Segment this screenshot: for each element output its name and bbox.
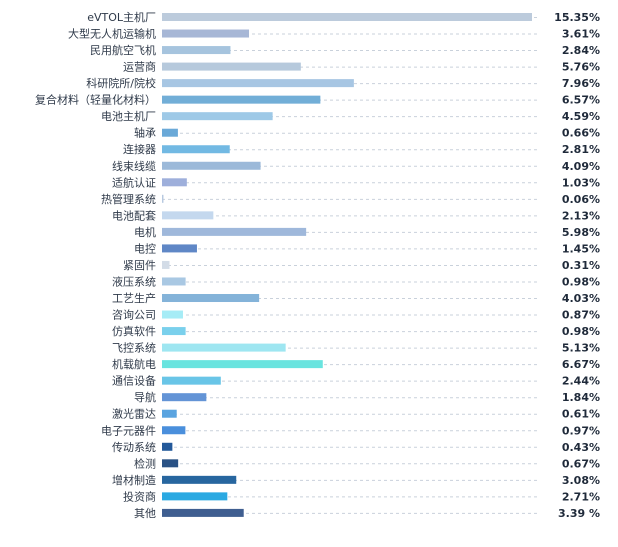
- value-label: 3.39 %: [558, 507, 600, 520]
- value-label: 2.13%: [562, 209, 600, 222]
- bar: [162, 409, 177, 418]
- category-label: 飞控系统: [112, 341, 156, 355]
- value-label: 0.87%: [562, 309, 600, 322]
- category-label: 电子元器件: [101, 424, 156, 437]
- bar: [162, 194, 164, 203]
- value-label: 1.84%: [562, 391, 600, 404]
- category-label: 复合材料（轻量化材料）: [35, 93, 156, 107]
- value-label: 15.35%: [554, 11, 600, 24]
- category-label: 大型无人机运输机: [68, 27, 156, 41]
- bar: [162, 178, 187, 187]
- category-label: 其他: [134, 507, 156, 520]
- value-label: 0.66%: [562, 127, 600, 140]
- value-label: 4.59%: [562, 110, 600, 123]
- value-label: 2.81%: [562, 143, 600, 156]
- bar: [162, 46, 231, 55]
- category-label: 仿真软件: [112, 324, 156, 338]
- bar: [162, 260, 170, 269]
- bar: [162, 294, 260, 303]
- category-label: 科研院所/院校: [86, 76, 156, 90]
- bar: [162, 244, 197, 253]
- category-label: 激光雷达: [112, 407, 156, 421]
- value-label: 4.03%: [562, 292, 600, 305]
- value-label: 3.61%: [562, 28, 600, 41]
- category-label: 电池主机厂: [101, 109, 156, 123]
- bar: [162, 442, 173, 451]
- category-label: 线束线缆: [112, 159, 156, 173]
- bar: [162, 62, 301, 71]
- bar: [162, 360, 323, 369]
- value-label: 7.96%: [562, 77, 600, 90]
- value-label: 1.45%: [562, 242, 600, 255]
- category-label: 电池配套: [112, 209, 156, 222]
- bar: [162, 393, 207, 402]
- value-label: 5.98%: [562, 226, 600, 239]
- value-label: 3.08%: [562, 474, 600, 487]
- category-label: 电机: [134, 225, 156, 239]
- bar: [162, 310, 183, 319]
- bar: [162, 475, 237, 484]
- value-label: 0.61%: [562, 408, 600, 421]
- bar: [162, 376, 221, 385]
- bar: [162, 128, 178, 137]
- value-label: 5.76%: [562, 61, 600, 74]
- value-label: 0.31%: [562, 259, 600, 272]
- bar: [162, 459, 179, 468]
- category-label: 导航: [134, 390, 156, 404]
- value-label: 1.03%: [562, 176, 600, 189]
- category-label: 电控: [134, 241, 156, 255]
- value-label: 0.98%: [562, 325, 600, 338]
- bar: [162, 211, 214, 220]
- value-label: 0.06%: [562, 193, 600, 206]
- category-label: 适航认证: [112, 175, 156, 189]
- category-label: 投资商: [123, 489, 156, 503]
- bar: [162, 112, 273, 121]
- bar: [162, 343, 286, 352]
- category-label: 热管理系统: [101, 192, 156, 206]
- bar: [162, 145, 230, 154]
- category-label: 传动系统: [112, 441, 156, 454]
- category-label: 工艺生产: [112, 291, 156, 305]
- category-label: 紧固件: [123, 259, 156, 272]
- category-label: 轴承: [134, 126, 156, 140]
- value-label: 2.44%: [562, 375, 600, 388]
- category-label: 运营商: [123, 60, 156, 74]
- value-label: 6.67%: [562, 358, 600, 371]
- category-label: 连接器: [123, 143, 156, 156]
- bar: [162, 277, 186, 286]
- value-label: 2.71%: [562, 490, 600, 503]
- bar: [162, 29, 250, 38]
- value-label: 0.97%: [562, 424, 600, 437]
- bar: [162, 426, 186, 435]
- value-label: 5.13%: [562, 342, 600, 355]
- value-label: 2.84%: [562, 44, 600, 57]
- bar: [162, 79, 354, 88]
- category-label: 检测: [134, 456, 156, 470]
- bar: [162, 13, 532, 21]
- category-label: 增材制造: [112, 473, 156, 487]
- category-label: 民用航空飞机: [90, 43, 156, 57]
- category-label: eVTOL主机厂: [87, 10, 156, 24]
- bar: [162, 492, 228, 501]
- bar: [162, 227, 307, 236]
- bar: [162, 508, 244, 517]
- value-label: 0.43%: [562, 441, 600, 454]
- value-label: 0.98%: [562, 275, 600, 288]
- category-label: 液压系统: [112, 274, 156, 288]
- bar: [162, 95, 321, 104]
- category-label: 机载航电: [112, 357, 156, 371]
- category-label: 咨询公司: [112, 308, 156, 322]
- value-label: 4.09%: [562, 160, 600, 173]
- bar: [162, 327, 186, 336]
- value-label: 6.57%: [562, 94, 600, 107]
- value-label: 0.67%: [562, 457, 600, 470]
- category-label: 通信设备: [112, 374, 156, 388]
- bar: [162, 161, 261, 170]
